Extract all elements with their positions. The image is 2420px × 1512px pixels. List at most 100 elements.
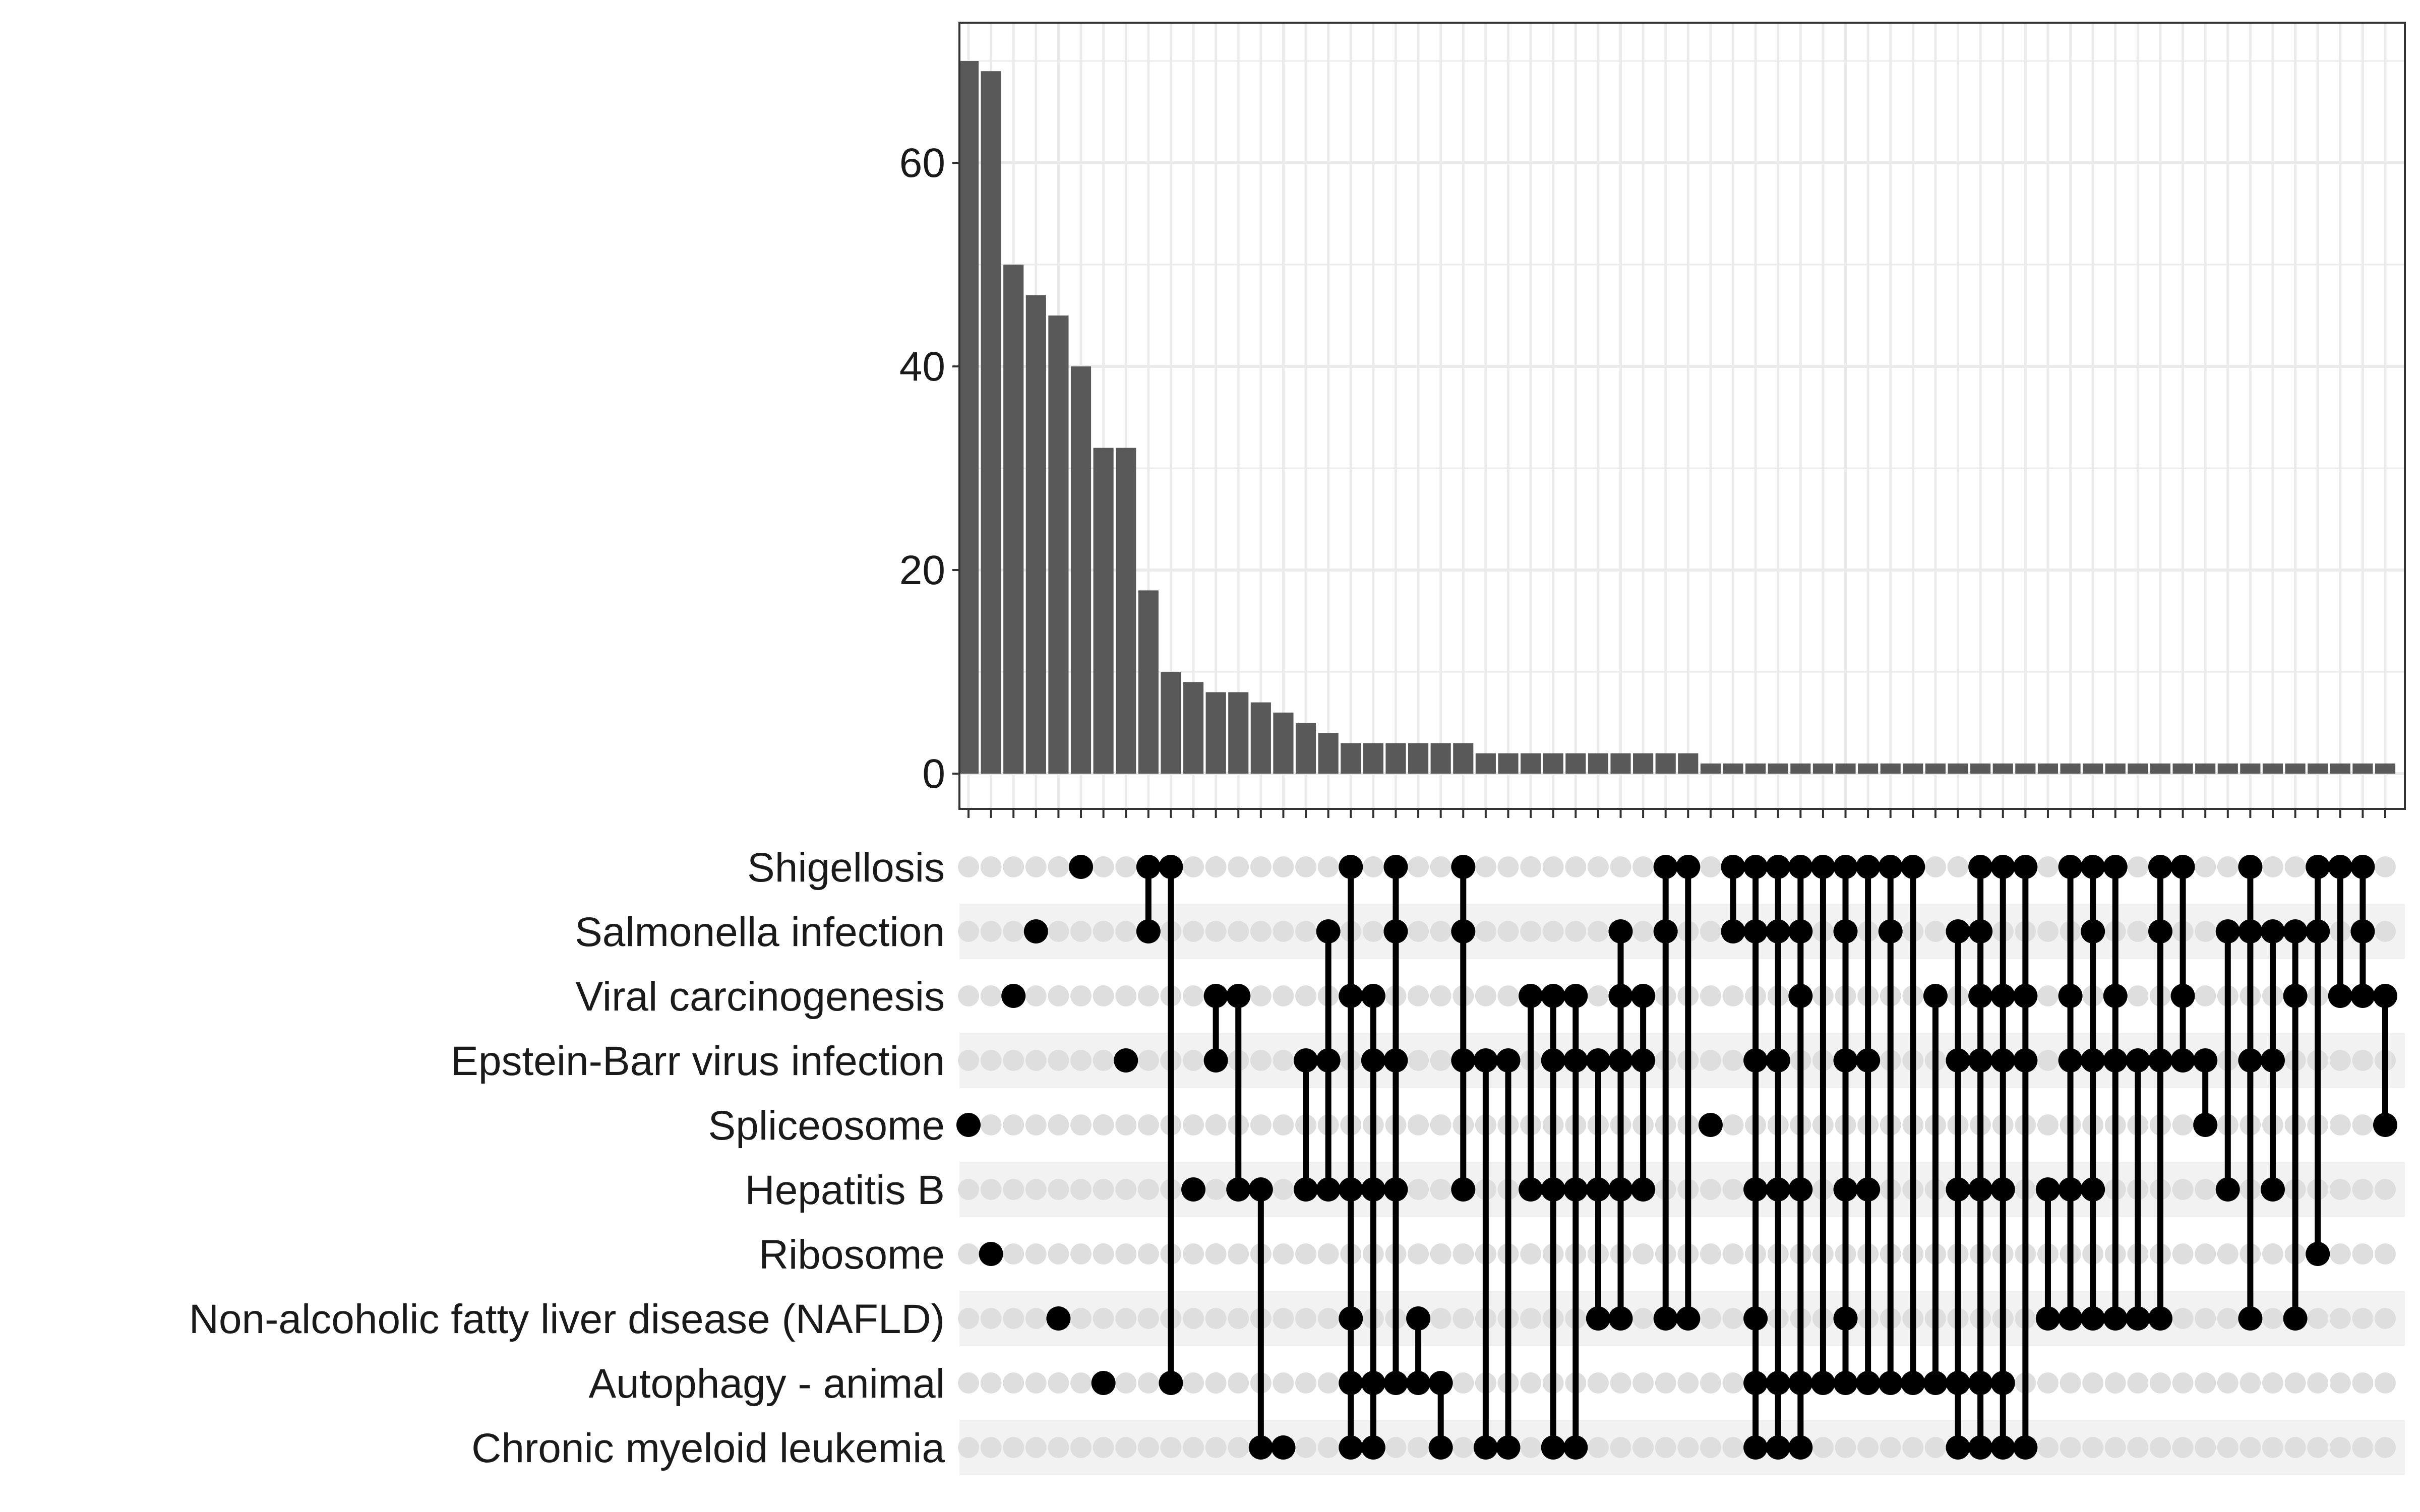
membership-dot [1743,1371,1768,1395]
empty-dot [2037,1372,2059,1394]
empty-dot [2195,1308,2216,1329]
membership-dot [2081,1306,2105,1331]
bar [1205,692,1226,774]
empty-dot [1205,856,1227,877]
empty-dot [1632,1243,1654,1265]
bar [1161,672,1181,774]
membership-dot [1159,855,1183,879]
empty-dot [1048,1179,1069,1200]
empty-dot [1924,921,1946,942]
membership-dot [1473,1435,1498,1460]
empty-dot [1025,1114,1047,1136]
plot-border [958,22,2406,810]
empty-dot [1205,921,1227,942]
membership-dot [1406,1371,1431,1395]
membership-dot [1788,1435,1813,1460]
membership-dot [1743,1435,1768,1460]
empty-dot [1137,1308,1159,1329]
bar [2375,763,2396,774]
bar [1498,753,1519,774]
bar [1700,763,1721,774]
empty-dot [2195,1372,2216,1394]
empty-dot [1137,1372,1159,1394]
empty-dot [2195,1437,2216,1458]
empty-dot [1587,985,1609,1006]
membership-dot [2081,1048,2105,1073]
empty-dot [2262,1372,2283,1394]
empty-dot [2217,856,2238,877]
bar [1565,753,1586,774]
membership-dot [2170,984,2195,1008]
empty-dot [1250,856,1272,877]
empty-dot [2037,985,2059,1006]
membership-dot [2013,984,2038,1008]
empty-dot [1093,1308,1114,1329]
bar [1633,753,1654,774]
empty-dot [1632,1372,1654,1394]
empty-dot [1070,1372,1092,1394]
empty-dot [1880,1437,1901,1458]
membership-dot [1990,1048,2015,1073]
empty-dot [1295,921,1317,942]
empty-dot [2195,856,2216,877]
membership-dot [1631,1048,1656,1073]
membership-dot [1383,1048,1408,1073]
membership-dot [1023,919,1048,943]
empty-dot [1003,856,1024,877]
empty-dot [1408,985,1429,1006]
empty-dot [1700,1243,1721,1265]
bar [1858,763,1879,774]
bar [2217,763,2238,774]
bar [1970,763,1991,774]
empty-dot [2329,1437,2351,1458]
membership-dot [1519,1177,1543,1202]
membership-dot [2081,855,2105,879]
empty-dot [1228,921,1249,942]
membership-dot [1990,1177,2015,1202]
membership-dot [1833,1306,1858,1331]
membership-dot [2148,855,2172,879]
empty-dot [2307,1372,2329,1394]
empty-dot [980,1308,1002,1329]
membership-dot [1406,1306,1431,1331]
bar [1228,692,1249,774]
bar [1341,743,1361,774]
empty-dot [1408,856,1429,877]
bar [1138,590,1159,774]
empty-dot [2037,856,2059,877]
empty-dot [1632,1308,1654,1329]
empty-dot [1453,1437,1474,1458]
empty-dot [2037,1114,2059,1136]
empty-dot [1273,921,1294,942]
membership-dot [1766,855,1790,879]
membership-dot [1923,1371,1948,1395]
empty-dot [1700,921,1721,942]
membership-dot [2148,919,2172,943]
membership-dot [2260,1048,2285,1073]
empty-dot [958,1372,979,1394]
bar [2352,763,2373,774]
membership-dot [2283,1306,2308,1331]
membership-dot [2103,984,2128,1008]
bar [1385,743,1406,774]
empty-dot [2172,1437,2194,1458]
bar [1745,763,1766,774]
membership-dot [1563,1048,1588,1073]
bar [1812,763,1833,774]
empty-dot [1205,1308,1227,1329]
empty-dot [1700,1437,1721,1458]
empty-dot [1183,1114,1204,1136]
empty-dot [1408,1179,1429,1200]
membership-dot [1743,919,1768,943]
membership-dot [1473,1048,1498,1073]
membership-dot [2058,1306,2083,1331]
empty-dot [2307,1437,2329,1458]
set-label: Autophagy - animal [588,1361,945,1407]
empty-dot [1655,1437,1676,1458]
empty-dot [1497,856,1519,877]
bar [1093,448,1114,774]
empty-dot [1025,1437,1047,1458]
membership-dot [1833,919,1858,943]
bar [1295,723,1316,774]
empty-dot [2060,1372,2081,1394]
